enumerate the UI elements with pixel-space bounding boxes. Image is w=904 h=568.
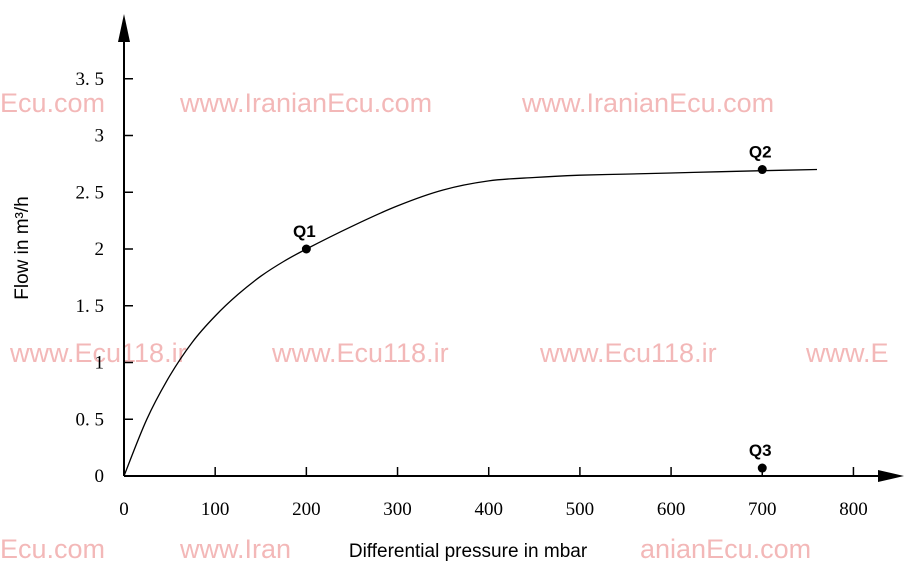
point-label-q1: Q1: [293, 222, 316, 241]
x-tick-label: 700: [748, 499, 777, 520]
watermark-text: www.IranianEcu.com: [521, 88, 774, 118]
watermark-text: www.Ecu118.ir: [9, 338, 187, 368]
y-tick-label: 1: [95, 353, 105, 374]
y-tick-label: 3: [95, 126, 105, 147]
x-tick-label: 100: [201, 499, 230, 520]
point-marker-q1: [301, 244, 311, 254]
x-tick-label: 0: [119, 499, 129, 520]
watermark-text: www.Iran: [179, 534, 291, 564]
x-tick-label: 800: [839, 499, 868, 520]
watermark-text: Ecu.com: [0, 534, 105, 564]
y-tick-label: 2: [95, 239, 105, 260]
x-tick-label: 300: [383, 499, 412, 520]
axes: [118, 14, 904, 482]
point-marker-q2: [757, 165, 767, 175]
y-axis-title: Flow in m³/h: [12, 196, 33, 299]
x-axis-title: Differential pressure in mbar: [349, 541, 588, 562]
x-axis-arrow: [878, 470, 904, 482]
y-axis-arrow: [118, 14, 130, 42]
watermark-layer: Ecu.com www.IranianEcu.com www.IranianEc…: [0, 88, 889, 564]
watermark-text: Ecu.com: [0, 88, 105, 118]
watermark-text: www.IranianEcu.com: [179, 88, 432, 118]
data-points: Q1 Q2 Q3: [293, 143, 772, 473]
y-ticks: 0 0. 5 1 1. 5 2 2. 5 3 3. 5: [76, 69, 133, 487]
watermark-text: www.Ecu118.ir: [271, 338, 449, 368]
watermark-text: www.E: [805, 338, 889, 368]
x-ticks: 0 100 200 300 400 500 600 700 800: [119, 467, 868, 520]
point-label-q3: Q3: [749, 441, 772, 460]
x-tick-label: 400: [474, 499, 503, 520]
x-tick-label: 600: [657, 499, 686, 520]
point-label-q2: Q2: [749, 143, 772, 162]
y-tick-label: 0. 5: [76, 409, 105, 430]
y-tick-label: 0: [95, 466, 105, 487]
watermark-text: anianEcu.com: [640, 534, 811, 564]
point-marker-q3: [757, 463, 767, 473]
x-tick-label: 200: [292, 499, 321, 520]
y-tick-label: 3. 5: [76, 69, 105, 90]
watermark-text: www.Ecu118.ir: [539, 338, 717, 368]
y-tick-label: 2. 5: [76, 182, 105, 203]
flow-curve-line: [123, 168, 818, 477]
x-tick-label: 500: [566, 499, 595, 520]
y-tick-label: 1. 5: [76, 296, 105, 317]
